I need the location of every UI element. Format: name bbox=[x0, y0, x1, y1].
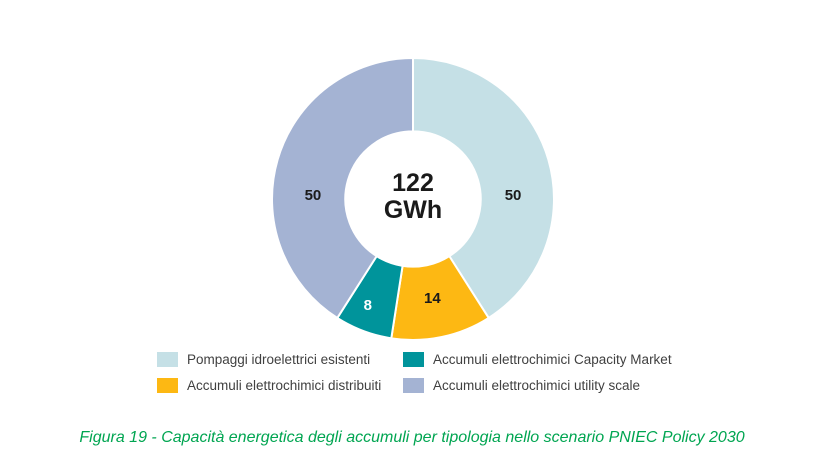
legend-label-accumuli-elettrochimici-utility-scale: Accumuli elettrochimici utility scale bbox=[433, 378, 641, 393]
donut-value-label-accumuli-elettrochimici-utility-scale: 50 bbox=[305, 187, 322, 204]
legend-item-pompaggi-idroelettrici-esistenti: Pompaggi idroelettrici esistenti bbox=[157, 352, 403, 367]
figure-caption: Figura 19 - Capacità energetica degli ac… bbox=[79, 429, 745, 446]
legend-item-accumuli-elettrochimici-utility-scale: Accumuli elettrochimici utility scale bbox=[403, 378, 672, 393]
legend-label-accumuli-elettrochimici-distribuiti: Accumuli elettrochimici distribuiti bbox=[187, 378, 382, 393]
legend-item-accumuli-elettrochimici-distribuiti: Accumuli elettrochimici distribuiti bbox=[157, 378, 403, 393]
legend-swatch-accumuli-elettrochimici-distribuiti bbox=[157, 378, 178, 393]
legend-label-accumuli-elettrochimici-capacity-market: Accumuli elettrochimici Capacity Market bbox=[433, 352, 672, 367]
donut-center-value: 122 bbox=[392, 169, 434, 197]
legend-swatch-accumuli-elettrochimici-utility-scale bbox=[403, 378, 424, 393]
legend-swatch-accumuli-elettrochimici-capacity-market bbox=[403, 352, 424, 367]
donut-value-label-accumuli-elettrochimici-distribuiti: 14 bbox=[424, 290, 441, 307]
donut-segment-pompaggi-idroelettrici-esistenti bbox=[412, 56, 555, 320]
donut-value-label-pompaggi-idroelettrici-esistenti: 50 bbox=[505, 187, 522, 204]
legend-swatch-pompaggi-idroelettrici-esistenti bbox=[157, 352, 178, 367]
donut-value-label-accumuli-elettrochimici-capacity-market: 8 bbox=[364, 297, 372, 314]
legend-label-pompaggi-idroelettrici-esistenti: Pompaggi idroelettrici esistenti bbox=[187, 352, 371, 367]
donut-chart: 50 14 8 50 122 GWh bbox=[271, 56, 555, 341]
donut-segments-group: 50 14 8 50 bbox=[271, 56, 555, 341]
donut-segment-accumuli-elettrochimici-utility-scale bbox=[271, 56, 414, 320]
donut-center-unit: GWh bbox=[384, 196, 442, 224]
legend-item-accumuli-elettrochimici-capacity-market: Accumuli elettrochimici Capacity Market bbox=[403, 352, 672, 367]
chart-legend: Pompaggi idroelettrici esistenti Accumuli… bbox=[157, 352, 672, 393]
